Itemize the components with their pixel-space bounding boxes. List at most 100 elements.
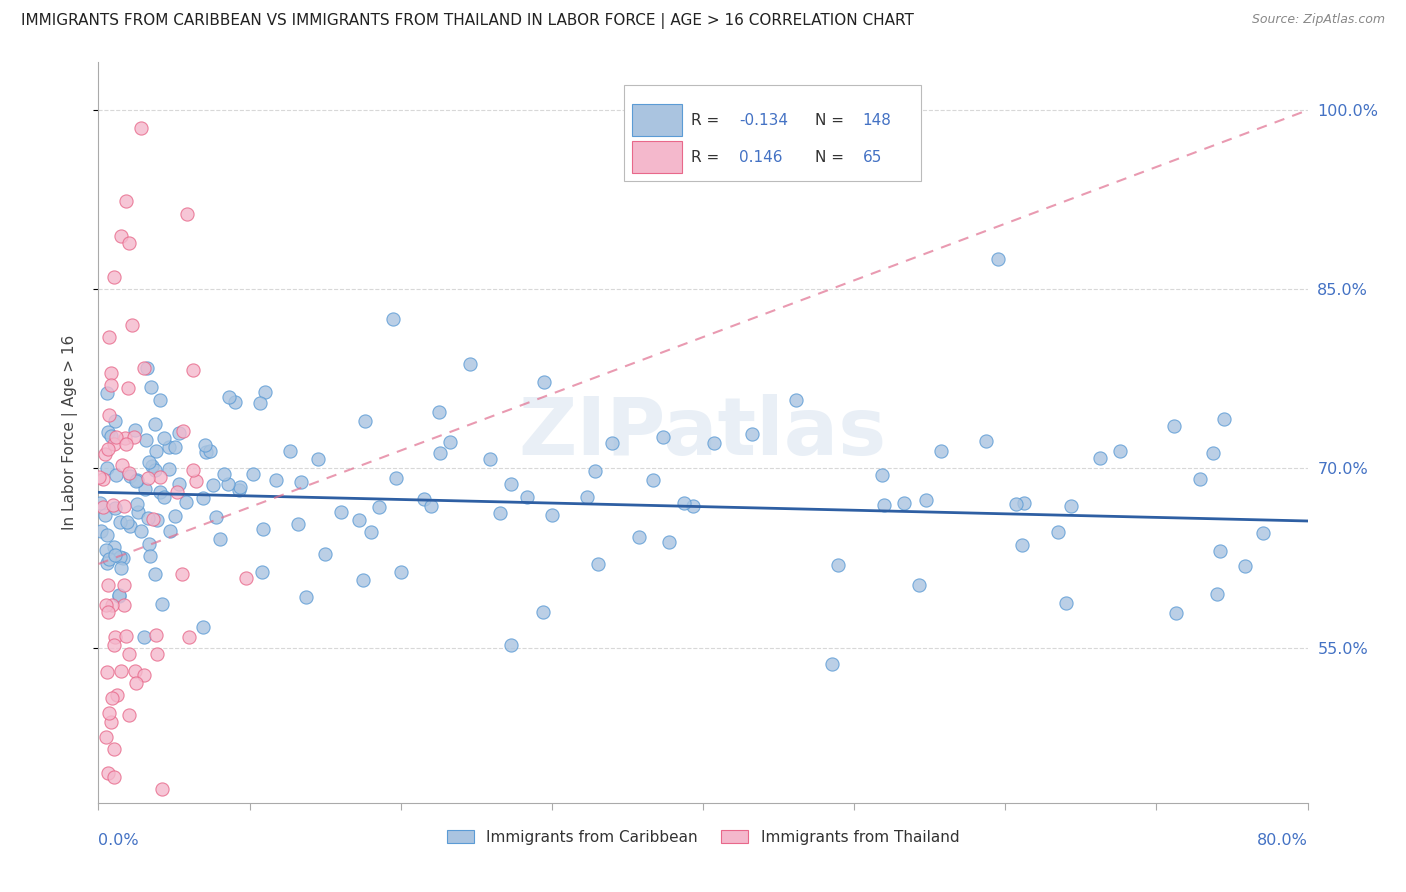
- Point: [1251, 525, 1274, 540]
- Point: [914, 492, 936, 507]
- Point: [118, 236, 141, 251]
- Point: [893, 496, 915, 510]
- Point: [929, 443, 952, 458]
- Text: 0.0%: 0.0%: [98, 833, 139, 848]
- Point: [253, 385, 276, 400]
- Point: [413, 492, 436, 507]
- Point: [115, 437, 138, 451]
- Point: [105, 689, 128, 703]
- Text: 148: 148: [863, 112, 891, 128]
- Point: [139, 380, 162, 394]
- Point: [354, 414, 377, 428]
- Y-axis label: In Labor Force | Age > 16: In Labor Force | Age > 16: [62, 335, 77, 530]
- Point: [138, 455, 160, 469]
- Point: [1163, 419, 1185, 434]
- Point: [150, 597, 173, 611]
- Point: [153, 431, 176, 445]
- Point: [488, 506, 510, 520]
- Point: [194, 438, 217, 452]
- Point: [111, 458, 134, 472]
- Point: [111, 550, 134, 565]
- Point: [121, 318, 143, 333]
- Point: [391, 565, 413, 579]
- Point: [100, 366, 122, 380]
- Point: [264, 473, 287, 487]
- Point: [516, 490, 538, 504]
- Point: [98, 329, 121, 343]
- Point: [118, 707, 141, 722]
- Point: [104, 500, 127, 515]
- Point: [1189, 472, 1212, 486]
- Point: [478, 452, 501, 467]
- Point: [249, 396, 271, 410]
- Text: -0.134: -0.134: [740, 112, 789, 128]
- Point: [136, 471, 159, 485]
- Point: [127, 504, 149, 518]
- Point: [91, 500, 114, 514]
- Point: [108, 515, 131, 529]
- Point: [104, 414, 127, 428]
- Point: [104, 429, 127, 443]
- Point: [1166, 607, 1188, 621]
- Point: [96, 386, 118, 401]
- Point: [627, 531, 650, 545]
- Point: [100, 429, 122, 443]
- Point: [101, 499, 124, 513]
- Text: R =: R =: [690, 112, 724, 128]
- Point: [212, 467, 235, 482]
- Point: [105, 468, 128, 483]
- Point: [184, 475, 207, 489]
- Point: [360, 525, 382, 540]
- Point: [145, 628, 167, 642]
- Point: [96, 460, 118, 475]
- Point: [641, 473, 664, 487]
- Point: [110, 561, 132, 575]
- Text: Source: ZipAtlas.com: Source: ZipAtlas.com: [1251, 13, 1385, 27]
- Point: [533, 375, 555, 389]
- Point: [987, 252, 1010, 267]
- Point: [122, 430, 145, 444]
- Point: [145, 444, 167, 458]
- Point: [120, 469, 142, 483]
- Point: [97, 442, 120, 456]
- Point: [586, 558, 609, 572]
- Text: 0.146: 0.146: [740, 150, 783, 165]
- Point: [139, 549, 162, 563]
- Point: [870, 467, 893, 482]
- Point: [651, 430, 673, 444]
- Point: [170, 567, 193, 582]
- Point: [96, 578, 118, 592]
- Point: [100, 378, 122, 392]
- Point: [499, 477, 522, 491]
- Point: [1213, 412, 1236, 426]
- Point: [110, 228, 132, 243]
- Point: [439, 434, 461, 449]
- Point: [91, 472, 114, 486]
- Point: [136, 511, 159, 525]
- Point: [181, 463, 204, 477]
- Point: [90, 524, 112, 539]
- Point: [112, 578, 135, 592]
- Point: [827, 558, 849, 572]
- Point: [94, 598, 117, 612]
- Point: [159, 524, 181, 538]
- Point: [1054, 596, 1077, 610]
- Point: [1234, 559, 1257, 574]
- Point: [290, 475, 312, 490]
- Text: ZIPatlas: ZIPatlas: [519, 393, 887, 472]
- Point: [94, 447, 117, 461]
- Point: [575, 491, 598, 505]
- FancyBboxPatch shape: [631, 141, 682, 173]
- Point: [228, 483, 250, 497]
- Point: [114, 629, 136, 643]
- Point: [167, 425, 190, 440]
- Point: [427, 404, 450, 418]
- Point: [368, 500, 391, 514]
- Point: [114, 431, 136, 445]
- Text: N =: N =: [815, 150, 849, 165]
- Point: [157, 462, 180, 476]
- Point: [110, 665, 132, 679]
- Point: [820, 657, 842, 672]
- Point: [242, 467, 264, 482]
- Point: [124, 423, 146, 437]
